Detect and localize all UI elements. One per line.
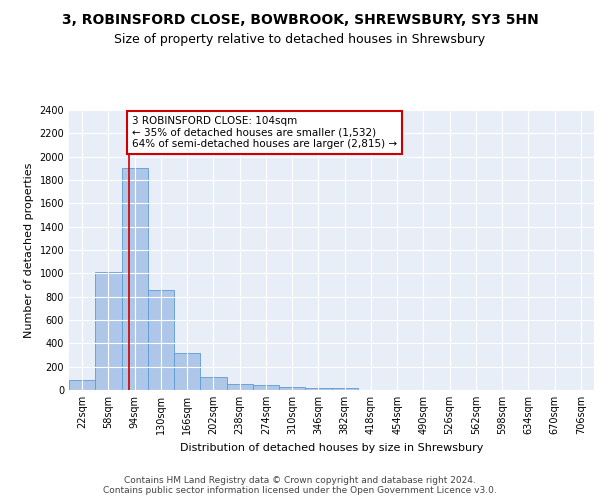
Text: 3 ROBINSFORD CLOSE: 104sqm
← 35% of detached houses are smaller (1,532)
64% of s: 3 ROBINSFORD CLOSE: 104sqm ← 35% of deta…: [132, 116, 397, 149]
Y-axis label: Number of detached properties: Number of detached properties: [24, 162, 34, 338]
Bar: [121, 168, 148, 390]
Bar: [200, 376, 227, 390]
Bar: [279, 386, 305, 390]
Bar: [253, 385, 279, 390]
Bar: [148, 290, 174, 390]
Text: 3, ROBINSFORD CLOSE, BOWBROOK, SHREWSBURY, SY3 5HN: 3, ROBINSFORD CLOSE, BOWBROOK, SHREWSBUR…: [62, 12, 538, 26]
Bar: [305, 388, 331, 390]
Text: Contains HM Land Registry data © Crown copyright and database right 2024.
Contai: Contains HM Land Registry data © Crown c…: [103, 476, 497, 495]
Bar: [95, 272, 121, 390]
Bar: [174, 352, 200, 390]
Bar: [227, 384, 253, 390]
Bar: [69, 380, 95, 390]
Text: Size of property relative to detached houses in Shrewsbury: Size of property relative to detached ho…: [115, 32, 485, 46]
X-axis label: Distribution of detached houses by size in Shrewsbury: Distribution of detached houses by size …: [180, 442, 483, 452]
Bar: [331, 388, 358, 390]
